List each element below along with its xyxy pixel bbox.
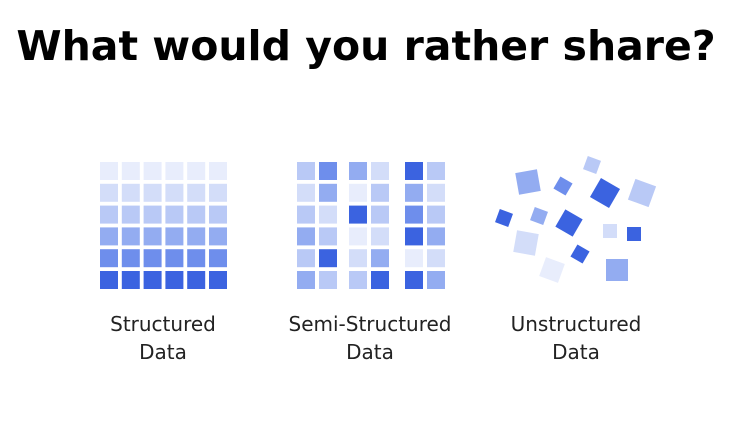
title: What would you rather share? xyxy=(16,22,715,70)
square xyxy=(627,227,641,241)
square xyxy=(427,205,445,224)
square xyxy=(121,183,140,202)
square xyxy=(427,227,445,246)
square xyxy=(589,177,621,209)
square xyxy=(349,249,367,268)
square xyxy=(297,227,315,246)
square xyxy=(187,249,206,268)
square xyxy=(405,271,423,289)
square xyxy=(405,205,423,224)
square xyxy=(165,205,184,224)
item-label: Structured xyxy=(110,312,216,336)
square xyxy=(371,183,389,202)
item-label: Data xyxy=(346,340,394,364)
square xyxy=(371,227,389,246)
square xyxy=(187,271,206,289)
square xyxy=(143,227,162,246)
square xyxy=(143,205,162,224)
square xyxy=(121,271,140,289)
square xyxy=(513,230,539,256)
square xyxy=(297,183,315,202)
square xyxy=(371,162,389,180)
square xyxy=(530,207,548,225)
square xyxy=(297,271,315,289)
square xyxy=(187,227,206,246)
square xyxy=(349,271,367,289)
square xyxy=(371,271,389,289)
square xyxy=(297,205,315,224)
square xyxy=(165,271,184,289)
square xyxy=(349,227,367,246)
square xyxy=(100,249,118,268)
square xyxy=(515,169,541,195)
item-label: Data xyxy=(552,340,600,364)
square xyxy=(349,162,367,180)
square xyxy=(319,162,337,180)
square xyxy=(100,205,118,224)
square xyxy=(121,205,140,224)
square xyxy=(427,249,445,268)
square xyxy=(100,271,118,289)
square xyxy=(427,162,445,180)
square xyxy=(209,271,227,289)
square xyxy=(165,249,184,268)
square xyxy=(187,183,206,202)
square xyxy=(427,271,445,289)
square xyxy=(583,156,601,174)
square xyxy=(187,205,206,224)
square xyxy=(209,249,227,268)
square xyxy=(405,183,423,202)
square xyxy=(570,244,590,264)
item-label: Unstructured xyxy=(511,312,642,336)
square xyxy=(371,205,389,224)
square xyxy=(427,183,445,202)
square xyxy=(121,227,140,246)
square xyxy=(209,227,227,246)
square xyxy=(165,227,184,246)
square xyxy=(121,249,140,268)
square xyxy=(606,259,628,281)
item-label: Semi-Structured xyxy=(289,312,452,336)
square xyxy=(371,249,389,268)
square xyxy=(100,227,118,246)
square xyxy=(143,162,162,180)
square xyxy=(143,249,162,268)
square xyxy=(143,183,162,202)
square xyxy=(495,209,513,227)
square xyxy=(165,183,184,202)
square xyxy=(603,224,617,238)
square xyxy=(555,209,583,237)
square xyxy=(319,249,337,268)
square xyxy=(405,249,423,268)
square xyxy=(209,183,227,202)
item-label: Data xyxy=(139,340,187,364)
square xyxy=(319,183,337,202)
square xyxy=(539,257,565,283)
icons xyxy=(100,156,657,289)
square xyxy=(100,162,118,180)
square xyxy=(297,162,315,180)
square xyxy=(405,162,423,180)
square xyxy=(297,249,315,268)
square xyxy=(627,178,657,208)
square xyxy=(405,227,423,246)
square xyxy=(209,205,227,224)
square xyxy=(319,205,337,224)
square xyxy=(143,271,162,289)
square xyxy=(100,183,118,202)
square xyxy=(165,162,184,180)
square xyxy=(349,205,367,224)
square xyxy=(349,183,367,202)
square xyxy=(319,227,337,246)
square xyxy=(121,162,140,180)
square xyxy=(553,176,573,196)
square xyxy=(319,271,337,289)
square xyxy=(187,162,206,180)
square xyxy=(209,162,227,180)
